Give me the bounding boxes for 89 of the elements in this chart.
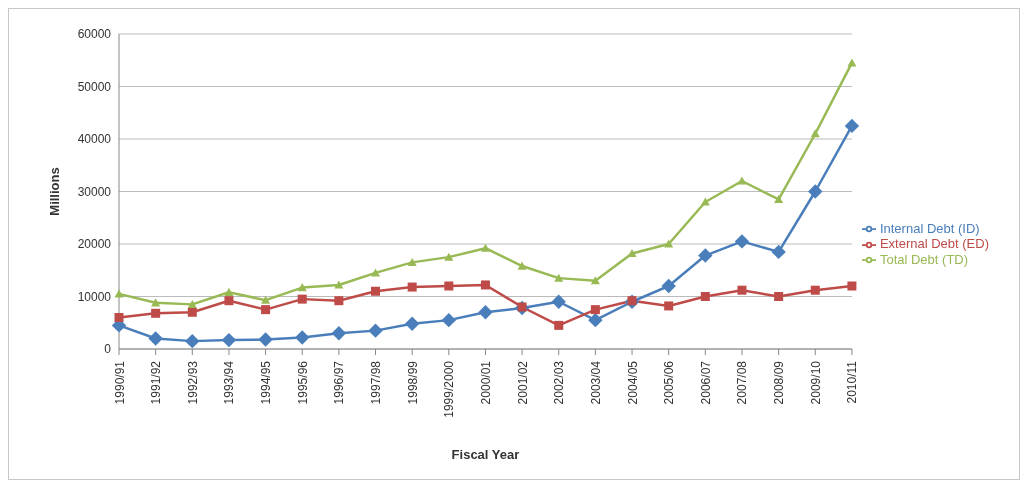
legend-label: Internal Debt (ID) [879,220,980,236]
point [664,239,674,248]
point [224,287,234,296]
point [444,281,454,291]
point [151,308,161,318]
x-tick-label: 1997/98 [369,360,384,405]
x-tick-label: 1998/99 [405,360,420,405]
y-tick-label: 30000 [77,184,112,199]
point [734,234,750,249]
x-tick-label: 2002/03 [552,360,567,405]
x-tick-label: 2006/07 [698,360,713,405]
point [771,244,786,260]
x-tick-label: 1992/93 [185,360,200,405]
y-tick-label: 20000 [77,237,112,252]
point [847,281,857,291]
point [700,197,710,206]
point [551,294,566,309]
point [774,194,784,203]
point [810,129,820,138]
legend-label: Total Debt (TD) [879,251,969,267]
point [774,292,784,301]
y-tick-label: 50000 [77,79,112,94]
x-axis-title: Fiscal Year [451,447,520,462]
x-tick-label: 2007/08 [735,360,750,405]
point [627,248,637,258]
point [261,305,271,315]
point [480,243,490,252]
x-tick-label: 1999/2000 [442,360,457,418]
point [331,326,347,341]
x-tick-label: 2010/11 [845,360,860,404]
x-tick-label: 1991/92 [149,360,164,405]
y-tick-label: 0 [104,342,112,357]
point [478,305,493,320]
point [517,261,527,270]
point [371,286,381,296]
point [844,118,860,134]
y-axis-title: Millions [46,167,62,216]
point [554,273,564,282]
point [808,184,823,199]
point [698,248,713,263]
point [810,285,820,295]
y-tick-label: 10000 [77,289,112,304]
point [590,305,600,315]
x-tick-label: 1994/95 [259,360,274,405]
point [664,301,674,311]
point [441,312,457,328]
legend-label: External Debt (ED) [879,236,989,252]
x-tick-label: 2003/04 [588,360,603,405]
x-tick-label: 2001/02 [515,360,530,405]
point [444,252,454,261]
point [334,296,344,306]
x-tick-label: 1990/91 [112,360,127,405]
point [187,307,197,317]
point [185,333,200,349]
point [368,323,383,338]
point [407,257,417,266]
point [737,176,747,185]
point [224,296,234,306]
x-tick-label: 2009/10 [808,360,823,405]
point [334,280,344,289]
point [295,330,310,345]
x-tick-label: 2000/01 [478,360,493,405]
x-tick-label: 1996/97 [332,360,347,405]
point [148,331,163,346]
point [480,280,490,290]
point [700,292,710,301]
x-tick-label: 2005/06 [662,360,677,405]
point [737,285,747,295]
point [221,332,237,348]
point [261,295,271,304]
x-tick-label: 2008/09 [772,360,787,405]
point [407,282,417,292]
point [187,299,197,308]
point [114,313,124,322]
point [258,332,273,347]
x-tick-label: 2004/05 [625,360,640,405]
point [590,276,600,285]
point [297,283,307,292]
x-tick-label: 1993/94 [222,360,237,405]
y-tick-label: 60000 [77,27,112,42]
point [588,312,603,328]
point [297,294,307,304]
point [151,298,161,307]
x-tick-label: 1995/96 [295,360,310,405]
y-tick-label: 40000 [77,132,112,147]
point [404,316,420,331]
point [661,278,676,294]
point [554,320,564,330]
point [847,58,857,67]
